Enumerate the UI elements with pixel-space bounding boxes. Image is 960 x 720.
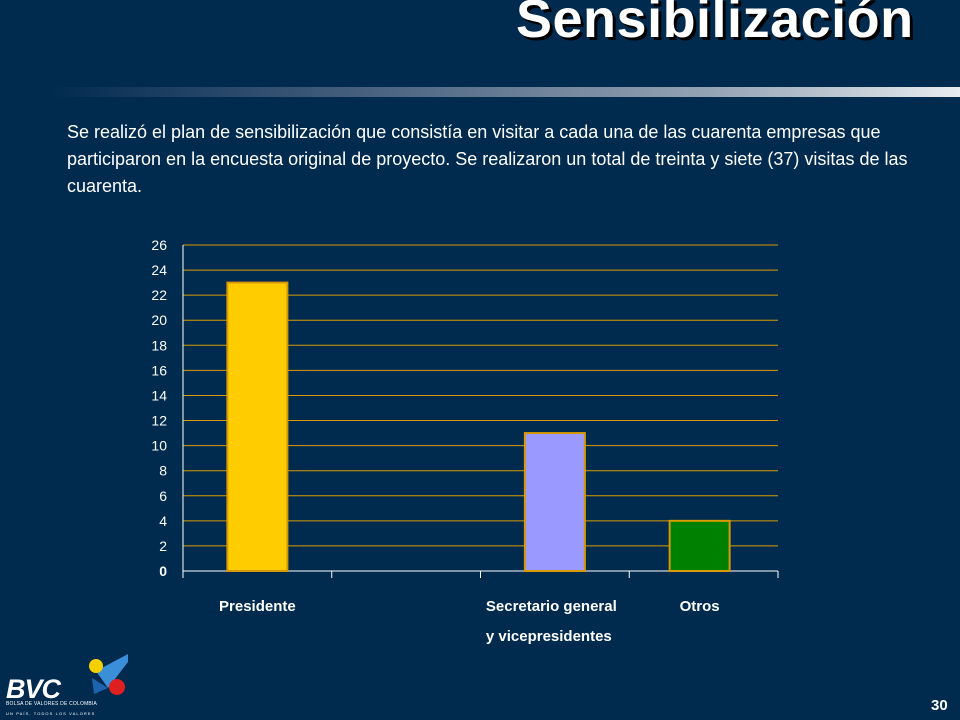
y-tick-label: 8	[159, 463, 167, 479]
title-divider	[48, 87, 960, 97]
y-tick-label: 18	[151, 337, 167, 353]
y-tick-label: 4	[159, 513, 167, 529]
x-category-label: Presidente	[219, 598, 296, 615]
y-tick-label: 14	[151, 387, 167, 403]
logo-tagline: BOLSA DE VALORES DE COLOMBIA	[6, 701, 98, 707]
y-tick-label: 20	[151, 312, 167, 328]
y-tick-label: 6	[159, 488, 167, 504]
y-tick-label: 2	[159, 538, 167, 554]
y-tick-label: 10	[151, 438, 167, 454]
body-paragraph: Se realizó el plan de sensibilización qu…	[67, 122, 908, 196]
x-category-label: Secretario general	[486, 598, 617, 615]
logo-wordmark: BVC	[6, 674, 61, 704]
bvc-logo	[89, 654, 128, 695]
y-tick-label: 16	[151, 362, 167, 378]
logo-slogan: UN PAÍS, TODOS LOS VALORES	[6, 711, 96, 716]
y-tick-label: 24	[151, 262, 167, 278]
bar-presidente	[226, 281, 289, 572]
page-number: 30	[931, 697, 948, 714]
bar-secretario	[523, 432, 586, 573]
slide-title: Sensibilización	[516, 0, 914, 49]
y-tick-label: 12	[151, 413, 167, 429]
y-tick-label: 22	[151, 287, 167, 303]
y-tick-label: 26	[151, 237, 167, 253]
bar-otros	[668, 519, 731, 572]
x-category-label: y vicepresidentes	[486, 628, 612, 645]
x-category-label: Otros	[680, 598, 720, 615]
y-tick-label: 0	[159, 563, 167, 579]
